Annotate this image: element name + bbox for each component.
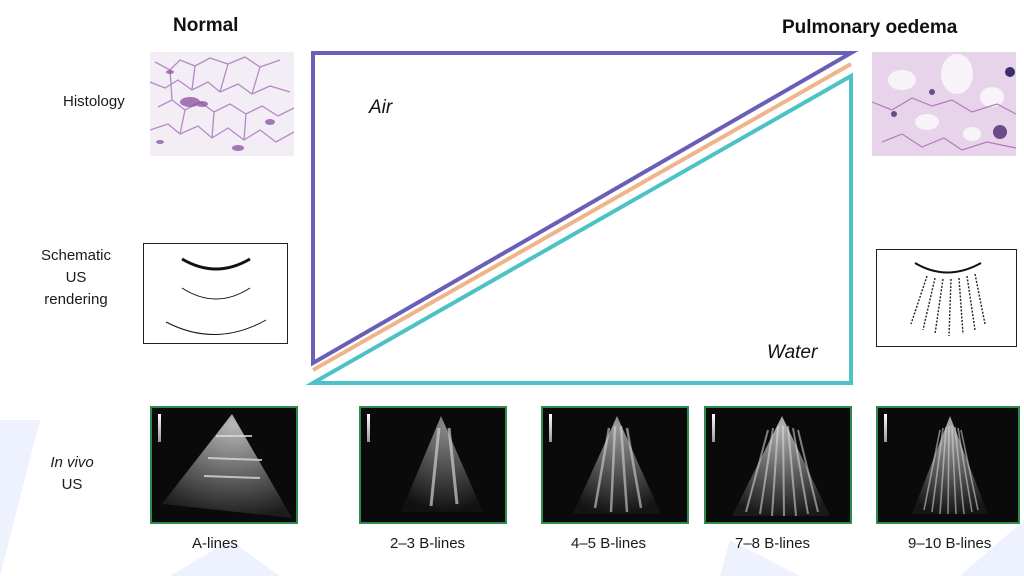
- depth-scale: [367, 414, 370, 442]
- air-water-diagram: [305, 51, 859, 385]
- water-frame: [305, 72, 853, 385]
- ultrasound-4-5-b-lines: [541, 406, 689, 524]
- histology-oedema-image: [872, 52, 1016, 156]
- in-vivo-label-line-2: US: [61, 476, 83, 493]
- in-vivo-label: In vivo US: [42, 452, 102, 496]
- schematic-label-line-2: US: [65, 269, 87, 286]
- ultrasound-a-lines: [150, 406, 298, 524]
- normal-header: Normal: [173, 15, 239, 36]
- depth-scale: [549, 414, 552, 442]
- water-label: Water: [767, 342, 818, 363]
- ultrasound-9-10-b-lines: [876, 406, 1020, 524]
- ultrasound-7-8-b-lines: [704, 406, 852, 524]
- schematic-oedema: [876, 249, 1017, 347]
- in-vivo-label-line-1: In vivo: [50, 454, 94, 471]
- caption-4-5-b-lines: 4–5 B-lines: [571, 535, 647, 552]
- pulmonary-oedema-header: Pulmonary oedema: [782, 17, 958, 38]
- air-label: Air: [369, 97, 393, 118]
- schematic-normal: [143, 243, 288, 344]
- caption-7-8-b-lines: 7–8 B-lines: [735, 535, 811, 552]
- air-frame: [311, 51, 859, 367]
- depth-scale: [712, 414, 715, 442]
- histology-label: Histology: [63, 93, 125, 110]
- caption-a-lines: A-lines: [192, 535, 238, 552]
- caption-2-3-b-lines: 2–3 B-lines: [390, 535, 466, 552]
- caption-9-10-b-lines: 9–10 B-lines: [908, 535, 992, 552]
- depth-scale: [884, 414, 887, 442]
- schematic-label-line-1: Schematic: [40, 247, 112, 264]
- depth-scale: [158, 414, 161, 442]
- histology-normal-image: [150, 52, 294, 156]
- schematic-label-line-3: rendering: [44, 291, 108, 308]
- ultrasound-2-3-b-lines: [359, 406, 507, 524]
- schematic-label: Schematic US rendering: [32, 245, 120, 311]
- transition-line: [312, 62, 852, 372]
